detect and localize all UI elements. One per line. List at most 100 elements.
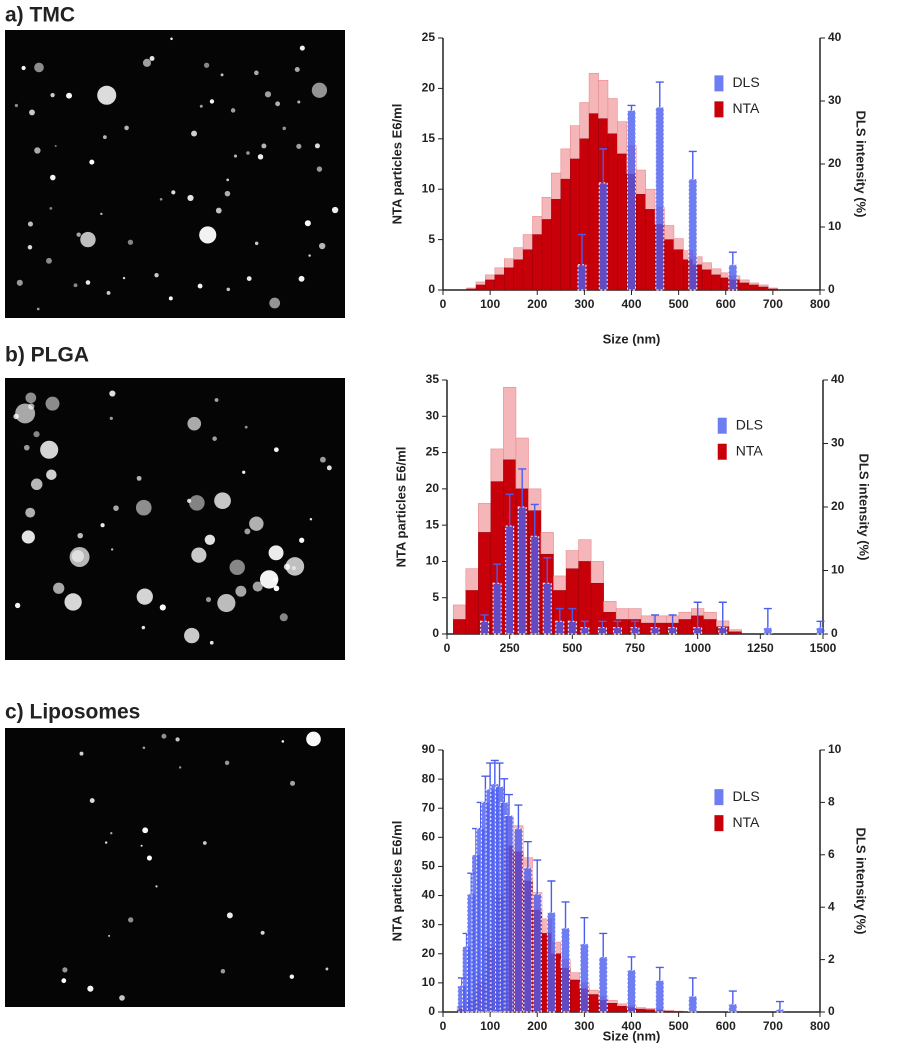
bar — [485, 279, 496, 291]
particle — [142, 746, 146, 750]
particle — [242, 470, 246, 474]
error-bar — [490, 759, 499, 785]
particle — [106, 290, 111, 295]
bar — [530, 535, 540, 635]
particle — [224, 190, 231, 197]
error-bar — [599, 148, 608, 183]
bar — [711, 274, 722, 291]
error-band — [701, 262, 712, 271]
legend-label: DLS — [732, 74, 759, 90]
error-bar — [627, 104, 636, 111]
error-bar — [613, 620, 622, 628]
particle — [197, 283, 203, 289]
panel-title: c) Liposomes — [5, 701, 140, 724]
particle — [257, 154, 264, 160]
error-band — [607, 1000, 618, 1004]
y2-tick-label: 0 — [828, 282, 835, 296]
particle — [199, 104, 203, 108]
particle — [128, 917, 134, 923]
error-band — [569, 125, 580, 160]
x-tick-label: 500 — [669, 1019, 689, 1033]
particle — [281, 740, 285, 743]
y-axis-label: NTA particles E6/ml — [389, 821, 404, 942]
error-band — [551, 172, 562, 200]
bar — [617, 1005, 627, 1013]
bar — [504, 267, 514, 291]
x-tick-label: 0 — [444, 641, 451, 655]
error-bar — [688, 977, 697, 997]
particle — [191, 547, 207, 563]
bar — [513, 828, 523, 1013]
particle — [316, 166, 323, 172]
bar — [749, 284, 759, 291]
particle — [254, 70, 259, 76]
error-band — [728, 629, 742, 633]
y-tick-label: 20 — [426, 481, 440, 495]
particle — [76, 232, 81, 237]
error-band — [617, 1003, 628, 1007]
particle — [110, 548, 114, 551]
y-tick-label: 5 — [432, 590, 439, 604]
particle — [214, 398, 219, 402]
x-tick-label: 700 — [763, 297, 783, 311]
particle — [246, 151, 250, 155]
particle — [159, 197, 163, 201]
x-tick-label: 500 — [562, 641, 582, 655]
error-bar — [504, 793, 513, 816]
x-tick-label: 800 — [810, 1019, 830, 1033]
particle — [34, 147, 41, 154]
bar — [728, 264, 738, 291]
particle — [217, 593, 236, 613]
bar — [767, 288, 778, 291]
bar — [505, 525, 515, 635]
particle — [187, 498, 192, 504]
bar — [607, 133, 618, 291]
particle — [320, 456, 326, 463]
error-bar — [598, 620, 607, 628]
y-tick-label: 15 — [426, 517, 440, 531]
y-tick-label: 10 — [426, 554, 440, 568]
bar — [607, 1003, 618, 1013]
bar — [598, 956, 608, 1013]
bar — [475, 284, 486, 291]
particle — [209, 99, 215, 104]
error-band — [565, 550, 579, 569]
bar — [650, 627, 660, 635]
x-tick-label: 1000 — [684, 641, 711, 655]
y-tick-label: 35 — [426, 372, 440, 386]
bar — [577, 264, 587, 291]
error-bar — [693, 601, 702, 628]
error-bar — [655, 81, 664, 108]
error-bar — [728, 251, 737, 265]
x-tick-label: 100 — [480, 1019, 500, 1033]
error-bar — [580, 620, 589, 628]
particle — [308, 254, 311, 257]
y-tick-label: 70 — [422, 800, 436, 814]
bar — [532, 893, 542, 1013]
particle — [102, 135, 107, 140]
y-tick-label: 90 — [422, 742, 436, 756]
particle — [309, 517, 313, 521]
error-band — [590, 561, 604, 584]
bar — [630, 627, 640, 635]
particle — [224, 760, 230, 766]
particle — [100, 523, 105, 528]
bar — [645, 1009, 656, 1013]
error-bar — [668, 614, 677, 628]
bar — [579, 943, 589, 1013]
panel-title: a) TMC — [5, 4, 75, 27]
particle — [136, 588, 153, 605]
bar — [701, 269, 712, 291]
y-tick-label: 20 — [422, 81, 436, 95]
particle — [149, 56, 155, 61]
y2-axis-label: DLS intensity (%) — [854, 111, 869, 218]
error-band — [640, 615, 655, 624]
particle — [21, 65, 26, 71]
bar — [567, 620, 577, 635]
y2-tick-label: 2 — [828, 952, 835, 966]
x-tick-label: 500 — [669, 297, 689, 311]
bar — [718, 627, 728, 635]
y2-axis-label: DLS intensity (%) — [854, 828, 869, 935]
